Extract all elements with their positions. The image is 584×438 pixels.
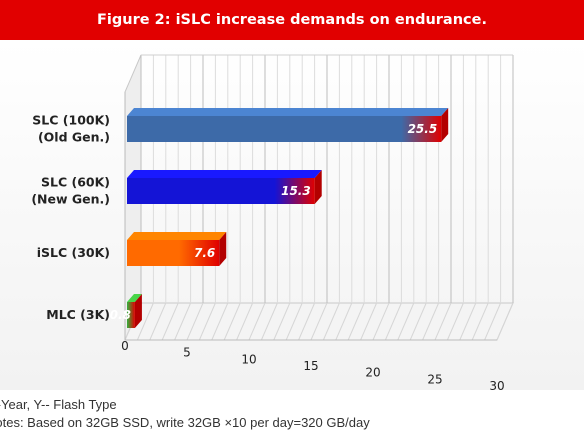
- x-tick-label: 20: [365, 366, 380, 380]
- x-tick-label: 15: [303, 359, 318, 373]
- bar-front-face: [127, 302, 135, 328]
- value-label: 25.5: [408, 122, 438, 136]
- bar-end-cap: [441, 108, 449, 142]
- bar-top-face: [127, 294, 142, 302]
- floor-gridline: [136, 302, 154, 341]
- floor-gridline: [496, 302, 514, 341]
- bar: 15.3: [127, 170, 322, 204]
- floor-gridline: [223, 302, 241, 341]
- x-tick-label: 10: [241, 352, 256, 366]
- floor-gridline: [285, 302, 303, 341]
- floor-gridline: [198, 302, 216, 341]
- floor-gridline: [397, 302, 415, 341]
- category-label: SLC (60K) (New Gen.): [31, 175, 110, 207]
- bars: 25.5 15.3 7.6 0.8: [110, 108, 449, 328]
- floor-gridline: [409, 302, 427, 341]
- floor-gridline: [298, 302, 316, 341]
- floor-gridline: [471, 302, 489, 341]
- floor-gridline: [372, 302, 390, 341]
- floor-gridline: [174, 302, 192, 341]
- bar-top-face: [127, 108, 449, 116]
- floor-gridline: [446, 302, 464, 341]
- bar-front-face: [127, 178, 315, 204]
- x-tick-label: 30: [489, 379, 504, 390]
- floor-gridline: [422, 302, 440, 341]
- bar-end-cap: [134, 294, 142, 328]
- category-label: iSLC (30K): [37, 245, 110, 260]
- floor-gridline: [384, 302, 402, 341]
- bar-top-face: [127, 232, 227, 240]
- floor-gridline: [347, 302, 365, 341]
- bar-top-face: [127, 170, 322, 178]
- bar-end-cap: [314, 170, 322, 204]
- floor-gridline: [236, 302, 254, 341]
- bar: 7.6: [127, 232, 227, 266]
- floor-gridline: [260, 302, 278, 341]
- floor-gridline: [484, 302, 502, 341]
- floor-gridline: [186, 302, 204, 341]
- bar-chart: 25.515.37.60.8 SLC (100K) (Old Gen.)SLC (…: [31, 54, 514, 390]
- floor-gridline: [335, 302, 353, 341]
- plot-area: 25.5 15.3 7.6 0.8 SLC (100K) (Old Gen.) SLC (…: [0, 40, 584, 390]
- bar: 25.5: [127, 108, 449, 142]
- value-label: 7.6: [194, 246, 215, 260]
- bar-end-cap: [219, 232, 227, 266]
- floor-gridline: [322, 302, 340, 341]
- x-tick-labels: 0 5 10 15 20 25 30: [121, 339, 504, 390]
- x-tick-label: 0: [121, 339, 129, 353]
- bar-front-face: [127, 240, 220, 266]
- floor-gridline: [459, 302, 477, 341]
- floor-gridline: [149, 302, 167, 341]
- bar: 0.8: [110, 294, 142, 328]
- floor-gridline: [273, 302, 291, 341]
- floor-gridline: [434, 302, 452, 341]
- chart-title: Figure 2: iSLC increase demands on endur…: [97, 12, 487, 28]
- category-label: SLC (100K) (Old Gen.): [32, 113, 110, 145]
- bar-front-face: [127, 116, 442, 142]
- value-label: 0.8: [110, 308, 131, 322]
- category-label: MLC (3K): [46, 307, 110, 322]
- category-labels: SLC (100K) (Old Gen.) SLC (60K) (New Gen.) i…: [31, 113, 110, 323]
- floor-gridline: [211, 302, 229, 341]
- floor-gridline: [161, 302, 179, 341]
- floor-gridline: [360, 302, 378, 341]
- value-label: 15.3: [281, 184, 311, 198]
- axis-note: X-Year, Y-- Flash Type: [0, 397, 117, 412]
- x-tick-label: 25: [427, 372, 442, 386]
- chart-title-bar: Figure 2: iSLC increase demands on endur…: [0, 0, 584, 40]
- floor-gridline: [248, 302, 266, 341]
- x-tick-label: 5: [183, 346, 191, 360]
- data-note: Notes: Based on 32GB SSD, write 32GB ×10…: [0, 415, 370, 430]
- floor-gridline: [310, 302, 328, 341]
